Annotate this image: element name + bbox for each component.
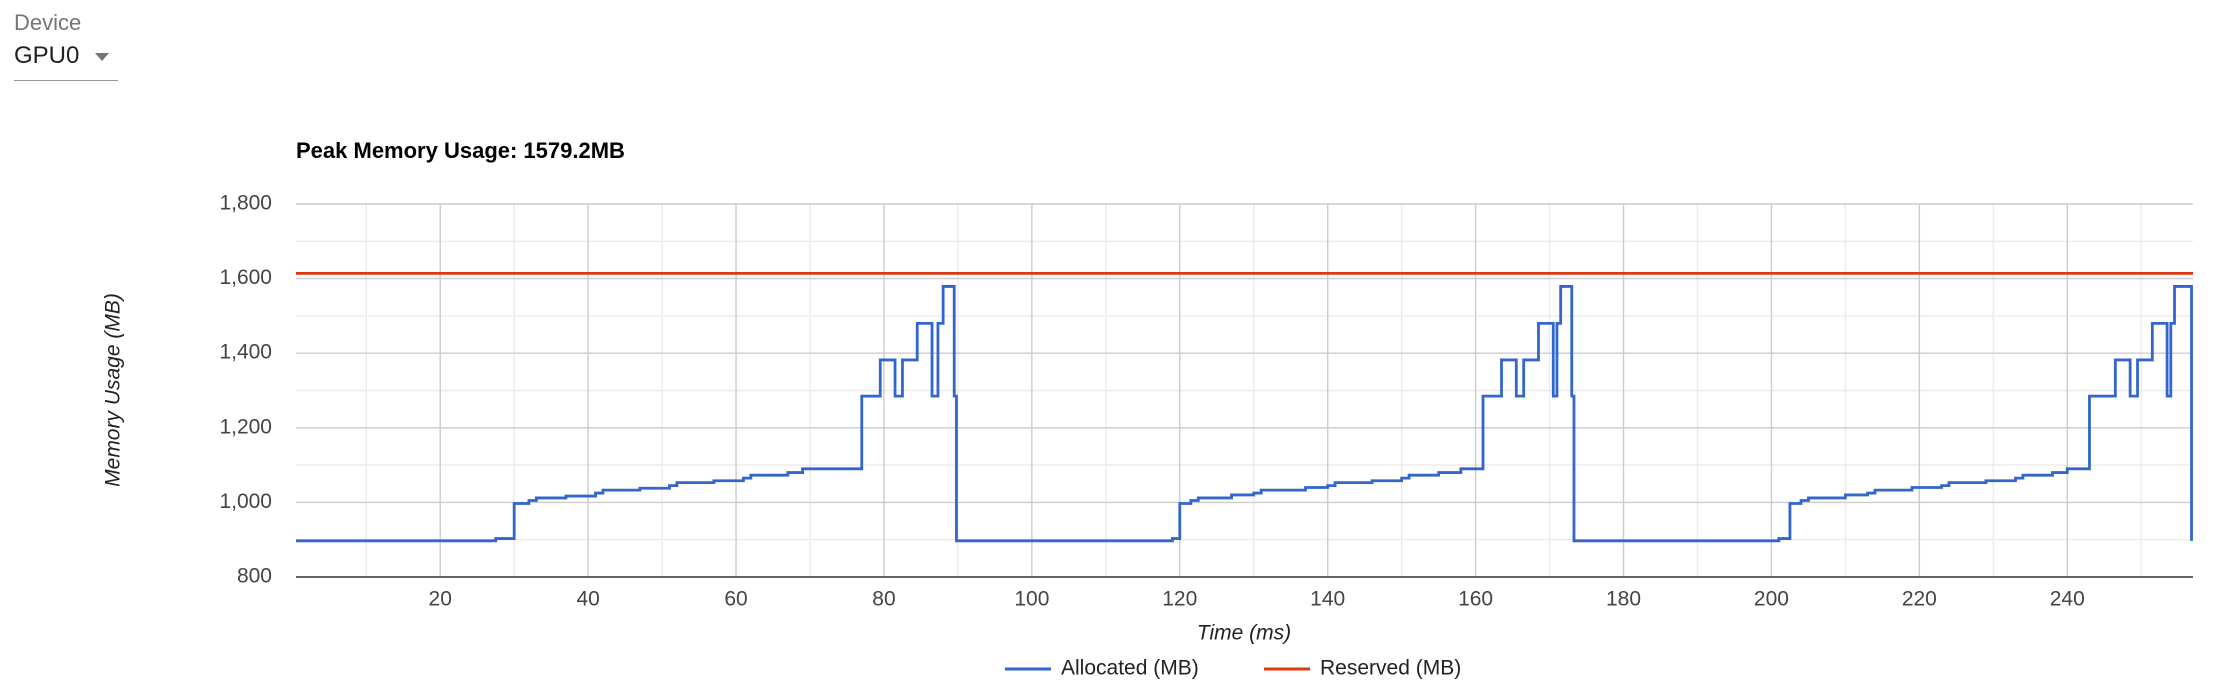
x-tick-label: 220 bbox=[1902, 588, 1937, 611]
device-dropdown[interactable]: GPU0 bbox=[14, 42, 118, 81]
x-tick-label: 40 bbox=[576, 588, 599, 611]
x-axis-title: Time (ms) bbox=[1197, 622, 1291, 645]
x-tick-label: 20 bbox=[429, 588, 452, 611]
legend-label: Allocated (MB) bbox=[1061, 657, 1199, 680]
y-tick-label: 1,000 bbox=[219, 490, 272, 513]
x-tick-label: 160 bbox=[1458, 588, 1493, 611]
device-selector[interactable]: Device GPU0 bbox=[14, 10, 118, 81]
series-line bbox=[296, 285, 2193, 543]
x-tick-label: 80 bbox=[872, 588, 895, 611]
x-tick-label: 60 bbox=[724, 588, 747, 611]
x-tick-label: 120 bbox=[1162, 588, 1197, 611]
y-tick-label: 1,200 bbox=[219, 415, 272, 438]
device-label: Device bbox=[14, 10, 82, 35]
x-tick-label: 180 bbox=[1606, 588, 1641, 611]
x-tick-label: 240 bbox=[2050, 588, 2085, 611]
device-value: GPU0 bbox=[14, 42, 80, 69]
chart-title: Peak Memory Usage: 1579.2MB bbox=[296, 138, 625, 163]
x-tick-label: 100 bbox=[1014, 588, 1049, 611]
dropdown-arrow bbox=[95, 53, 109, 61]
legend-label: Reserved (MB) bbox=[1320, 657, 1461, 680]
y-tick-label: 1,400 bbox=[219, 341, 272, 364]
y-axis-title: Memory Usage (MB) bbox=[102, 293, 125, 487]
y-tick-label: 1,600 bbox=[219, 266, 272, 289]
y-tick-label: 1,800 bbox=[219, 192, 272, 215]
y-tick-label: 800 bbox=[237, 565, 272, 588]
x-tick-label: 140 bbox=[1310, 588, 1345, 611]
x-tick-label: 200 bbox=[1754, 588, 1789, 611]
